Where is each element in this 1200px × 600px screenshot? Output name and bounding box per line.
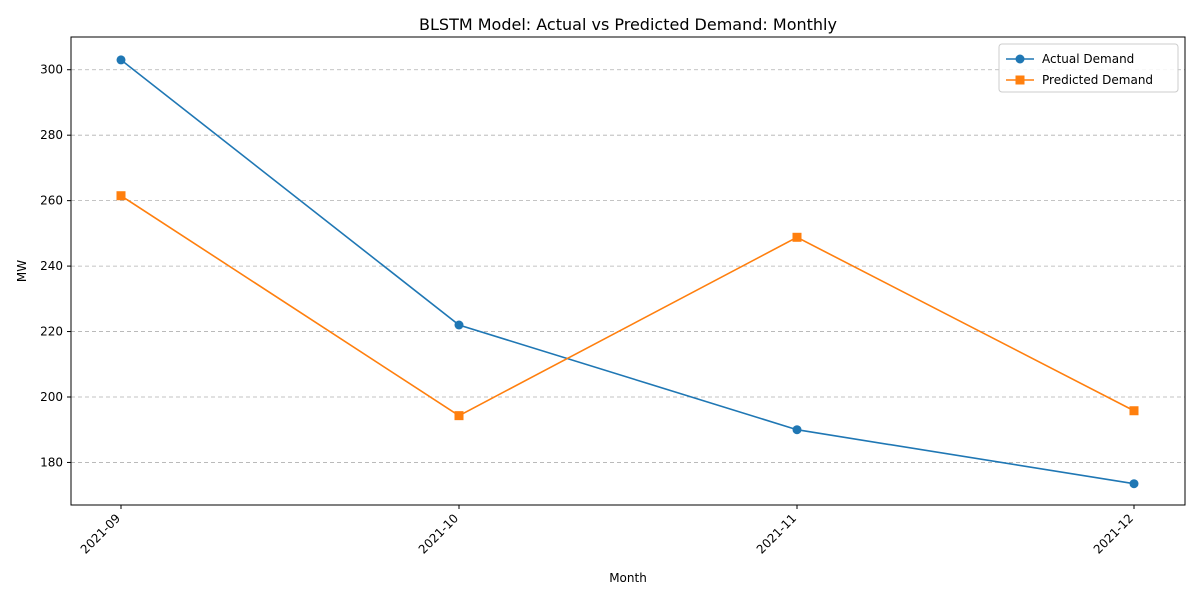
legend-item: Actual Demand — [1006, 52, 1134, 66]
x-tick-label: 2021-12 — [1091, 511, 1136, 556]
y-tick-label: 200 — [40, 390, 63, 404]
chart-title: BLSTM Model: Actual vs Predicted Demand:… — [419, 15, 837, 34]
legend-marker — [1015, 54, 1025, 64]
data-point — [792, 425, 802, 435]
series-line — [120, 59, 1135, 485]
legend-box — [998, 43, 1179, 93]
y-axis-label: MW — [15, 260, 29, 282]
data-point — [1129, 406, 1139, 416]
y-tick-label: 300 — [40, 63, 63, 77]
x-tick-label: 2021-11 — [754, 511, 799, 556]
plot-area-frame — [70, 36, 1186, 506]
y-tick-label: 280 — [40, 128, 63, 142]
legend-label: Actual Demand — [1042, 52, 1134, 66]
data-point — [116, 191, 126, 201]
series-line — [120, 195, 1135, 417]
data-point — [454, 411, 464, 421]
x-tick-label: 2021-10 — [416, 511, 461, 556]
series-group — [116, 55, 1139, 489]
x-axis-label: Month — [609, 571, 647, 585]
grid-lines — [71, 69, 1185, 463]
legend: Actual Demand Predicted Demand — [998, 43, 1179, 93]
data-point — [454, 320, 464, 330]
data-point — [1129, 479, 1139, 489]
y-tick-label: 240 — [40, 259, 63, 273]
legend-item: Predicted Demand — [1006, 73, 1153, 87]
data-point — [792, 232, 802, 242]
y-axis: 180 200 220 240 260 280 300 — [40, 63, 71, 469]
x-axis: 2021-09 2021-10 2021-11 2021-12 — [78, 505, 1136, 557]
series-0 — [116, 55, 1139, 489]
x-tick-label: 2021-09 — [78, 511, 123, 556]
y-tick-label: 180 — [40, 455, 63, 469]
legend-label: Predicted Demand — [1042, 73, 1153, 87]
y-tick-label: 220 — [40, 325, 63, 339]
data-point — [116, 55, 126, 65]
legend-marker — [1015, 75, 1025, 85]
series-1 — [116, 191, 1139, 421]
y-tick-label: 260 — [40, 194, 63, 208]
